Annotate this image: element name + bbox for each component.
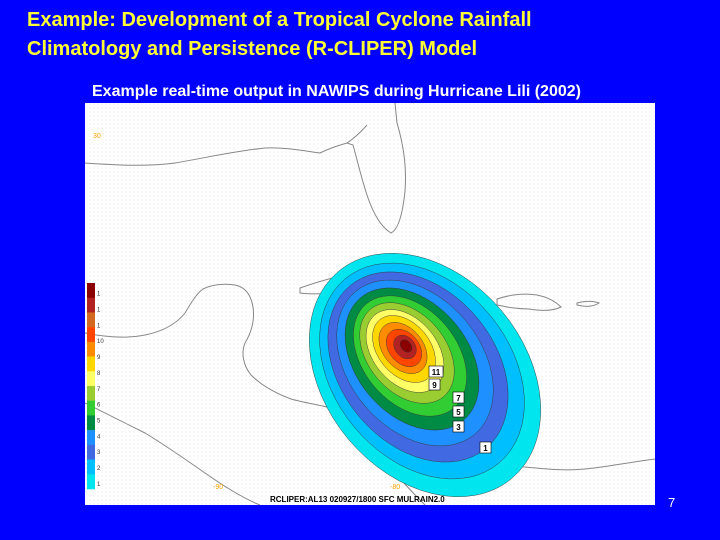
longitude-label-80: -80: [390, 484, 400, 491]
svg-text:11: 11: [432, 368, 441, 377]
colorbar-swatch: [87, 459, 95, 475]
central-america-pacific: [85, 402, 261, 505]
colorbar-swatch: [87, 327, 95, 343]
colorbar-swatch: [87, 386, 95, 402]
colorbar-label: 1: [97, 323, 101, 329]
colorbar-label: 10: [97, 339, 104, 345]
contour-label-9: 9: [428, 378, 441, 391]
colorbar-swatch: [87, 400, 95, 416]
contour-label-7: 7: [452, 391, 465, 404]
colorbar-label: 2: [97, 466, 101, 472]
puerto-rico-outline: [576, 301, 601, 307]
colorbar-label: 6: [97, 403, 101, 409]
colorbar-label: 4: [97, 434, 101, 440]
colorbar-label: 1: [97, 482, 101, 488]
longitude-label-90: -90: [213, 484, 223, 491]
florida-peninsula: [346, 124, 368, 144]
contour-label-1: 1: [479, 441, 492, 454]
contour-labels: 11 9 7 5 3 1: [428, 365, 492, 454]
colorbar-swatch: [87, 283, 95, 299]
colorbar-swatch: [87, 474, 95, 490]
colorbar-swatch: [87, 415, 95, 431]
svg-text:1: 1: [483, 444, 488, 453]
colorbar-label: 1: [97, 292, 101, 298]
svg-text:5: 5: [456, 408, 461, 417]
slide-subtitle: Example real-time output in NAWIPS durin…: [92, 83, 581, 100]
colorbar-swatch: [87, 444, 95, 460]
colorbar-label: 5: [97, 418, 101, 424]
colorbar-swatch: [87, 356, 95, 372]
colorbar-swatch: [87, 297, 95, 313]
svg-text:3: 3: [456, 423, 461, 432]
rain-band-13: [399, 339, 413, 353]
rainfall-map: 11 9 7 5 3 1 1 1 1 10 9 8 7 6 5 4 3 2 1: [85, 103, 655, 505]
colorbar-swatch: [87, 312, 95, 328]
us-gulf-coast: [85, 103, 406, 234]
title-line-2: Climatology and Persistence (R-CLIPER) M…: [27, 38, 478, 60]
colorbar-label: 3: [97, 450, 101, 456]
colorbar-swatch: [87, 430, 95, 446]
title-line-1: Example: Development of a Tropical Cyclo…: [27, 9, 532, 31]
colorbar-swatch: [87, 371, 95, 387]
contour-label-3: 3: [452, 420, 465, 433]
hispaniola-outline: [496, 293, 562, 311]
map-footer-label: RCLIPER:AL13 020927/1800 SFC MULRAIN2.0: [270, 495, 445, 504]
page-number: 7: [668, 495, 676, 510]
colorbar-label: 7: [97, 387, 101, 393]
contour-label-5: 5: [452, 405, 465, 418]
colorbar-label: 9: [97, 355, 101, 361]
slide-title: Example: Development of a Tropical Cyclo…: [27, 6, 707, 64]
svg-text:9: 9: [432, 381, 437, 390]
rainfall-swath: [309, 253, 541, 497]
colorbar-label: 8: [97, 371, 101, 377]
colorbar-label: 1: [97, 308, 101, 314]
contour-label-11: 11: [428, 365, 444, 378]
svg-text:7: 7: [456, 394, 461, 403]
latitude-label: 30: [93, 133, 101, 140]
colorbar-swatch: [87, 341, 95, 357]
